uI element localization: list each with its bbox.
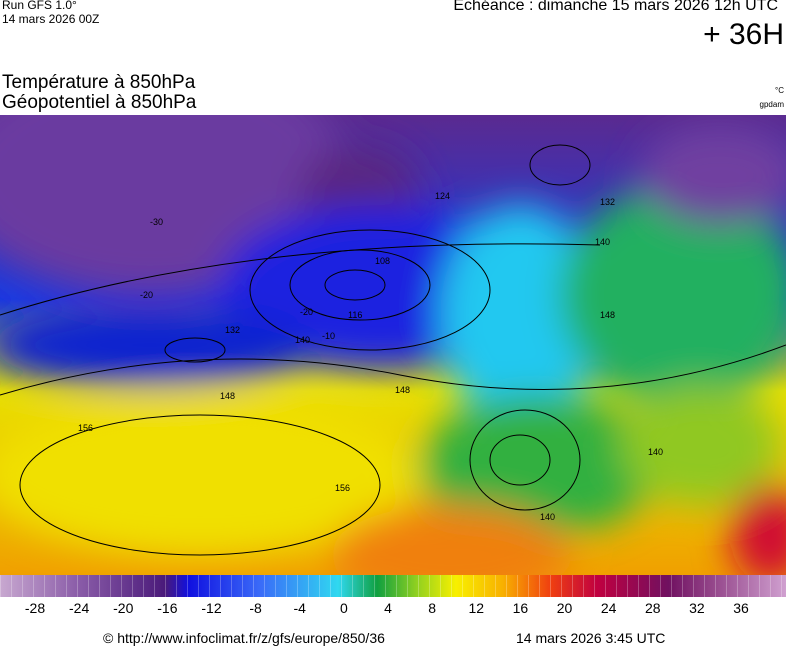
echeance: Echéance : dimanche 15 mars 2026 12h UTC (453, 0, 778, 14)
contour-label: 156 (78, 423, 93, 433)
colorbar-tick-label: 24 (600, 600, 617, 616)
run: Run GFS 1.0° (2, 0, 77, 12)
lead-time: + 36H (703, 18, 784, 51)
run-date: 14 mars 2026 00Z (2, 12, 100, 26)
colorbar-tick-label: -4 (293, 600, 306, 616)
colorbar-tick-label: 16 (512, 600, 529, 616)
colorbar-tick-label: 36 (733, 600, 749, 616)
title-geo: Géopotentiel à 850hPa (2, 92, 197, 113)
contour-label: 140 (295, 335, 310, 345)
contour-label: 156 (335, 483, 350, 493)
contour-label: -30 (150, 217, 163, 227)
colorbar-tick-label: 32 (689, 600, 705, 616)
colorbar-tick-label: 8 (428, 600, 437, 616)
contour-label: 124 (435, 191, 450, 201)
footer-url: © http://www.infoclimat.fr/z/gfs/europe/… (103, 630, 385, 646)
colorbar-tick-label: -20 (113, 600, 134, 616)
contour-label: 148 (220, 391, 235, 401)
contour-label: 132 (225, 325, 240, 335)
colorbar-tick-label: 20 (556, 600, 573, 616)
footer-stamp: 14 mars 2026 3:45 UTC (516, 630, 666, 646)
contour-label: -10 (322, 331, 335, 341)
contour-label: 140 (540, 512, 555, 522)
colorbar-tick-label: 0 (339, 600, 348, 616)
contour-label: 148 (395, 385, 410, 395)
unit-temp: °C (775, 86, 784, 95)
map: 156 148 148 156 140 132 124 116 108 140 132 148 140 1… (0, 115, 786, 575)
colorbar-tick-label: -12 (201, 600, 222, 616)
contour-label: -20 (300, 307, 313, 317)
contour-label: 108 (375, 256, 390, 266)
colorbar-tick-label: 12 (468, 600, 485, 616)
contour-label: 132 (600, 197, 615, 207)
colorbar-tick-label: -24 (69, 600, 90, 616)
colorbar-tick-label: -28 (24, 600, 46, 616)
contour-label: -20 (140, 290, 153, 300)
colorbar-tick-label: 4 (384, 600, 392, 616)
colorbar-tick-label: -8 (249, 600, 262, 616)
contour-label: 140 (648, 447, 663, 457)
contour-label: 116 (348, 310, 362, 320)
contour-label: 148 (600, 310, 615, 320)
colorbar-tick-label: 28 (644, 600, 661, 616)
colorbar (0, 575, 786, 597)
colorbar-tick-label: -16 (157, 600, 178, 616)
contour-label: 140 (595, 237, 610, 247)
unit-geo: gpdam (759, 100, 784, 109)
title-temp: Température à 850hPa (2, 72, 196, 93)
